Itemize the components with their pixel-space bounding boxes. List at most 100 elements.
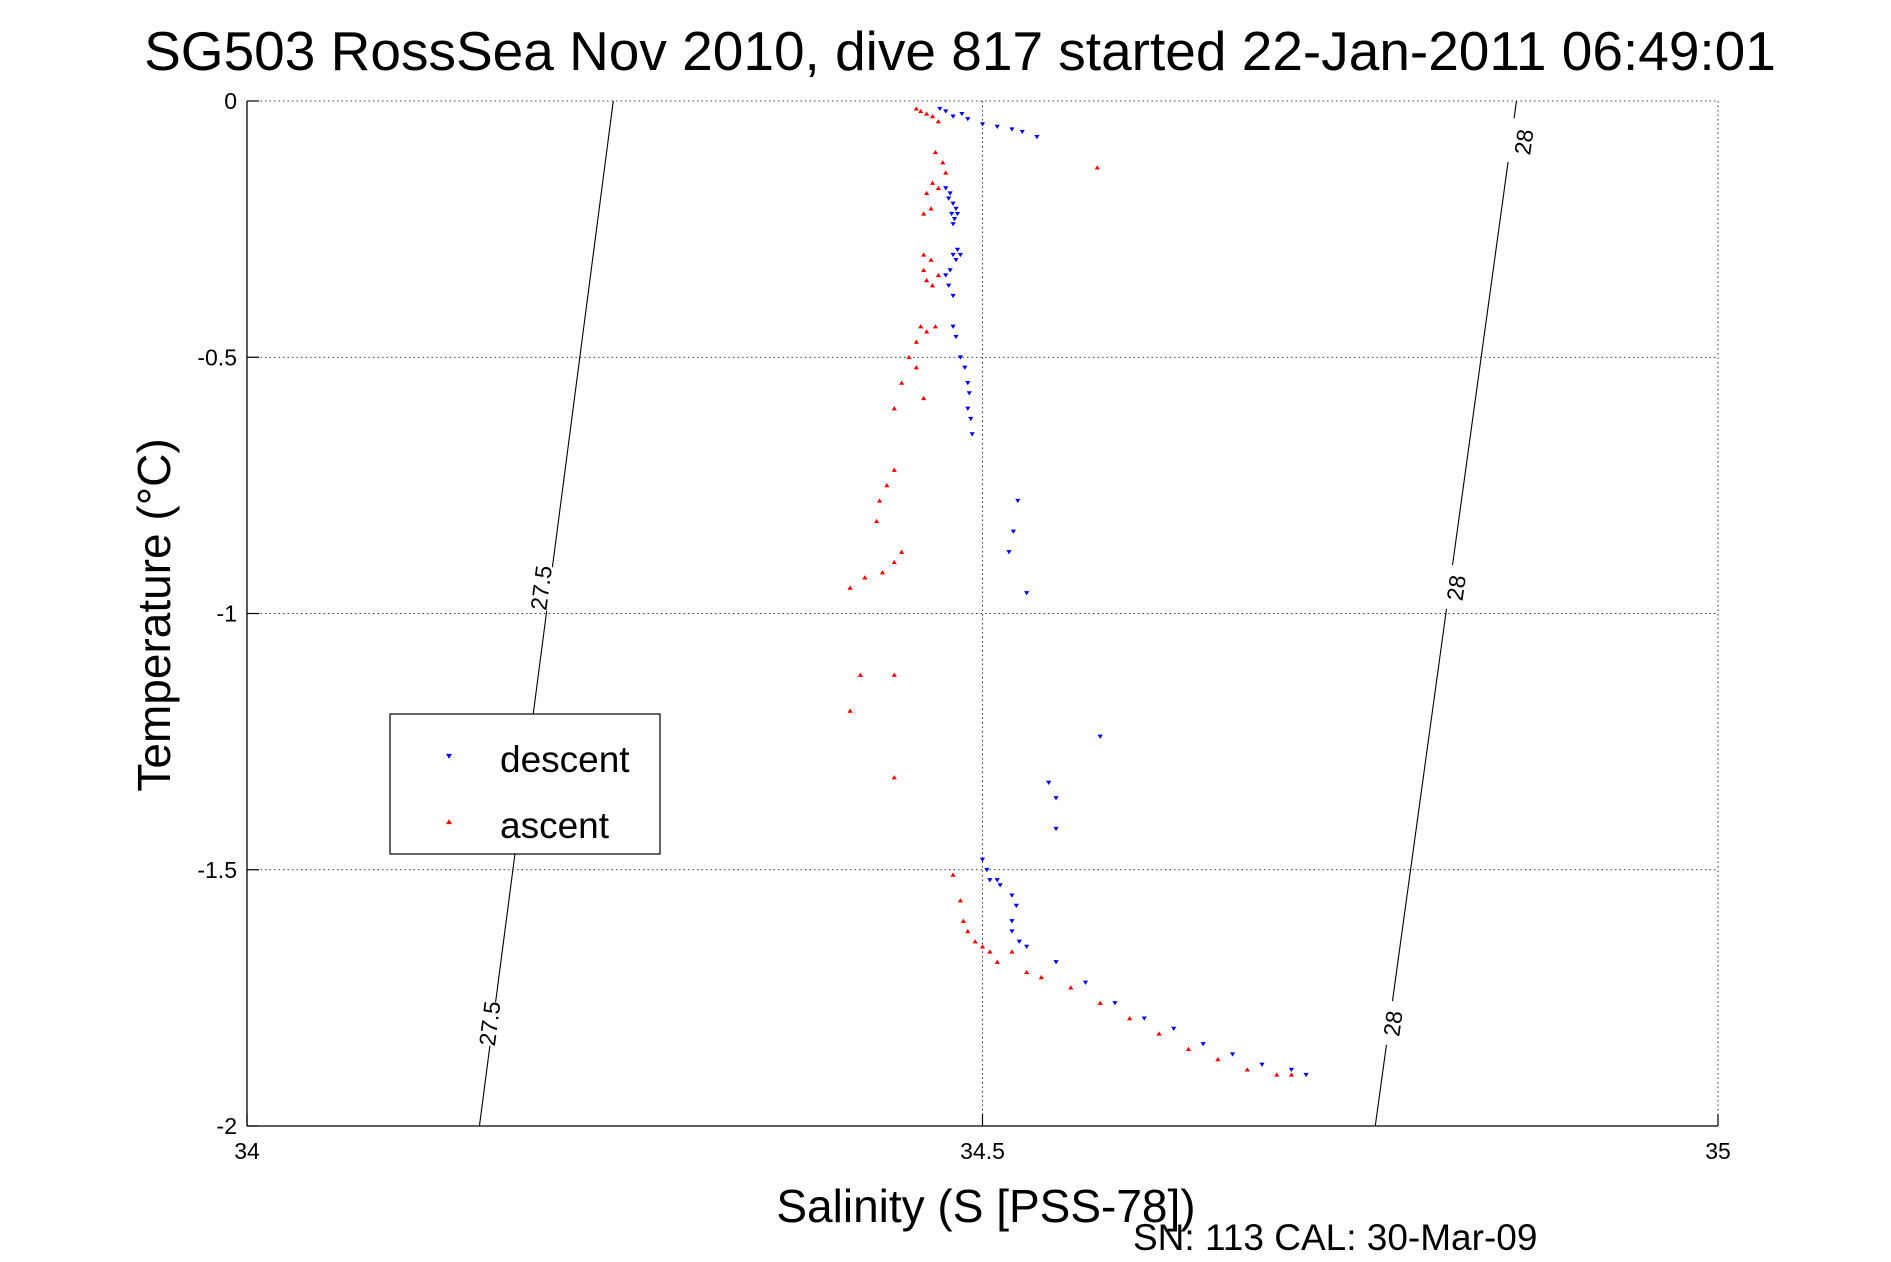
chart-title: SG503 RossSea Nov 2010, dive 817 started… [144, 20, 1776, 82]
descent-point [969, 432, 975, 437]
ascent-point [929, 180, 936, 185]
ascent-point [876, 498, 883, 503]
ascent-point [1024, 969, 1030, 975]
descent-point [950, 201, 956, 206]
y-tick-label: -0.5 [197, 344, 237, 370]
descent-point [937, 106, 943, 112]
ascent-point [987, 949, 993, 954]
descent-point [1024, 591, 1030, 596]
descent-point [954, 211, 961, 217]
descent-point [1016, 939, 1022, 944]
descent-point [1303, 1072, 1309, 1078]
ascent-point [1068, 985, 1074, 990]
ascent-point [913, 365, 919, 370]
ascent-point [921, 395, 927, 401]
contour-label-bg [524, 564, 558, 612]
y-tick-label: -1.5 [197, 857, 237, 883]
descent-point [966, 391, 972, 396]
ascent-point [957, 898, 964, 903]
ascent-point [847, 708, 853, 713]
ascent-point [1244, 1067, 1250, 1072]
ascent-point [950, 872, 956, 877]
ascent-point [898, 380, 905, 385]
plot-background [247, 101, 1718, 1126]
descent-point [950, 324, 956, 329]
ascent-point [979, 944, 986, 949]
ascent-point [1274, 1072, 1280, 1077]
ascent-point [891, 559, 897, 565]
descent-point [1024, 944, 1030, 949]
descent-point [1009, 929, 1015, 934]
descent-point [953, 258, 959, 263]
descent-point [987, 878, 993, 883]
ascent-point [932, 324, 939, 329]
descent-point [943, 186, 949, 191]
descent-point [1200, 1042, 1206, 1047]
ascent-point [918, 108, 924, 114]
descent-point [1097, 734, 1103, 739]
legend-marker-ascent [446, 819, 452, 825]
descent-point [979, 857, 986, 862]
ascent-point [891, 775, 897, 780]
ascent-point [924, 111, 930, 116]
ascent-point [943, 170, 949, 175]
descent-point [953, 206, 959, 211]
legend: descent ascent [389, 713, 661, 855]
descent-point [1013, 903, 1019, 908]
descent-point [1171, 1026, 1177, 1031]
ascent-point [921, 267, 927, 272]
descent-point [954, 247, 961, 252]
y-tick-label: -2 [217, 1113, 237, 1139]
descent-point [1229, 1052, 1236, 1057]
descent-point [1009, 893, 1015, 898]
ascent-point [935, 272, 941, 278]
descent-point [1053, 960, 1059, 965]
ascent-point [1156, 1031, 1162, 1036]
descent-point [946, 196, 952, 201]
descent-point [947, 268, 953, 273]
ascent-point [932, 149, 939, 155]
data-marks [847, 106, 1309, 1078]
ascent-point [862, 575, 868, 580]
ascent-point [928, 206, 934, 211]
descent-point [950, 114, 956, 119]
ascent-point [857, 672, 864, 677]
ascent-point [935, 185, 941, 190]
descent-point [950, 293, 956, 299]
descent-point [1141, 1016, 1147, 1021]
ascent-point [1127, 1016, 1133, 1021]
descent-point [951, 217, 958, 222]
ascent-point [921, 252, 927, 257]
descent-point [950, 252, 956, 258]
ascent-point [1009, 949, 1015, 954]
descent-point [1009, 919, 1015, 924]
density-contour [1374, 100, 1518, 1127]
ascent-point [891, 672, 897, 677]
ascent-point [1288, 1072, 1295, 1077]
ascent-point [994, 959, 1000, 964]
descent-point [943, 273, 949, 278]
legend-box [389, 713, 661, 855]
descent-point [1053, 826, 1059, 832]
descent-point [965, 117, 971, 122]
ascent-point [1094, 165, 1100, 170]
descent-point [997, 883, 1003, 888]
contour-label: 27.5 [525, 564, 557, 612]
descent-point [949, 211, 955, 217]
ascent-point [940, 160, 946, 165]
descent-point [950, 222, 956, 227]
ascent-point [921, 211, 927, 216]
descent-point [946, 283, 952, 288]
descent-point [1046, 780, 1052, 785]
descent-point [957, 252, 964, 258]
density-contour [478, 100, 614, 1127]
ascent-point [972, 939, 978, 944]
ascent-point [847, 585, 853, 590]
descent-point [994, 124, 1000, 129]
descent-point [959, 111, 965, 117]
ascent-point [1097, 1000, 1103, 1005]
descent-point [1259, 1062, 1265, 1067]
descent-point [1288, 1067, 1295, 1072]
y-tick-label: 0 [224, 88, 237, 114]
